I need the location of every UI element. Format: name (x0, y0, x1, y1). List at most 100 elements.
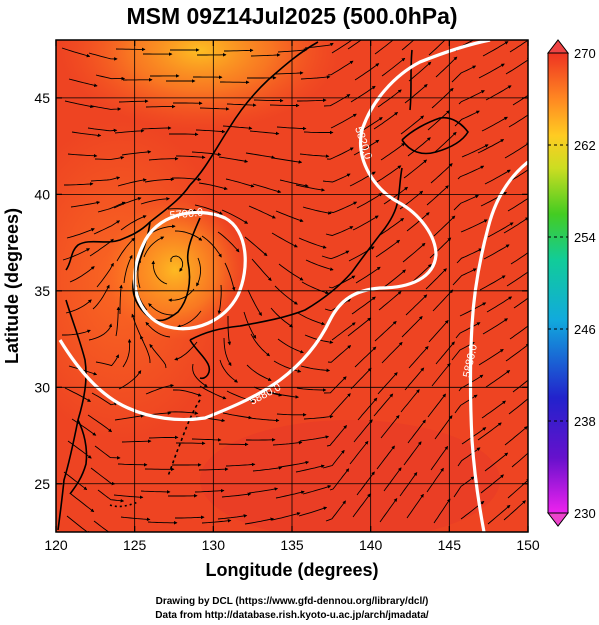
streamline (120, 215, 147, 231)
streamline (504, 426, 528, 446)
x-tick-label: 145 (438, 537, 462, 553)
streamline (512, 94, 528, 106)
streamline (376, 445, 395, 470)
x-axis: 120 125 130 135 140 145 150 (44, 40, 540, 553)
y-axis-label: Latitude (degrees) (2, 208, 22, 364)
coast-hokkaido (401, 116, 469, 155)
streamline (351, 296, 376, 315)
streamline (192, 363, 208, 388)
streamline (404, 84, 428, 104)
streamline (379, 498, 398, 523)
streamline (93, 520, 110, 532)
streamline (91, 392, 118, 406)
streamline (408, 61, 432, 82)
streamline (65, 299, 92, 314)
streamline (88, 323, 113, 341)
streamline (298, 237, 327, 249)
colorbar-tick-label: 262 (574, 138, 596, 153)
colorbar-ticks: 230 238 246 254 262 270 (548, 46, 596, 521)
streamline (115, 306, 121, 337)
streamline (243, 311, 257, 339)
streamline (296, 387, 327, 392)
streamline (113, 197, 142, 209)
streamline (170, 255, 184, 272)
streamline (429, 237, 452, 259)
streamline (374, 321, 397, 342)
streamline (145, 321, 171, 338)
streamline (510, 252, 528, 265)
streamline (279, 179, 309, 188)
streamline (140, 335, 151, 364)
streamline (276, 412, 307, 417)
streamline (300, 75, 331, 80)
streamline (271, 512, 301, 521)
coast-japan-honshu (189, 167, 403, 341)
streamline (121, 439, 152, 443)
x-tick-label: 120 (44, 537, 68, 553)
streamline (92, 284, 110, 310)
streamline (246, 364, 272, 381)
streamline (175, 515, 205, 520)
streamline (249, 417, 280, 423)
streamline (251, 258, 272, 282)
coast-russia (189, 41, 319, 186)
streamline (326, 425, 347, 447)
streamline (331, 322, 356, 341)
streamline (245, 152, 276, 159)
streamline (401, 315, 423, 338)
streamline (486, 296, 513, 313)
streamline (348, 246, 375, 262)
streamline (426, 185, 449, 206)
streamline (199, 385, 227, 400)
colorbar-scale (547, 52, 569, 514)
streamline (194, 204, 223, 215)
streamline (323, 94, 351, 107)
y-tick-label: 30 (34, 379, 50, 395)
streamline (199, 107, 230, 111)
plot-area: 5700.0 5820.0 5880.0 5880.0 (56, 40, 528, 532)
streamline (62, 329, 91, 336)
streamline (453, 476, 475, 498)
streamline (95, 74, 126, 81)
streamline (223, 337, 232, 367)
credit-data: Data from http://database.rish.kyoto-u.a… (155, 610, 429, 621)
streamline (121, 150, 152, 156)
streamline (302, 206, 332, 215)
streamline (477, 422, 502, 441)
streamline (408, 345, 429, 369)
streamline (431, 363, 451, 387)
coast-taiwan (69, 419, 88, 495)
streamline (353, 139, 380, 156)
streamline (196, 257, 202, 287)
colorbar-tick-label: 270 (574, 46, 596, 61)
streamline (118, 99, 149, 103)
streamline (327, 345, 352, 363)
streamline (407, 137, 431, 157)
streamline (147, 521, 178, 525)
streamline (506, 269, 528, 287)
streamline (224, 48, 254, 53)
x-tick-label: 150 (516, 537, 540, 553)
streamline (145, 383, 175, 395)
streamline (461, 427, 487, 445)
streamline (248, 487, 279, 494)
streamline (271, 232, 298, 248)
colorbar-tick-label: 246 (574, 322, 596, 337)
contour-label-5700: 5700.0 (169, 207, 204, 222)
streamline (350, 85, 376, 103)
streamline (403, 159, 428, 179)
streamline (381, 57, 406, 77)
coast-japan-kyushu (189, 339, 211, 380)
streamline (451, 65, 477, 83)
streamline (347, 40, 362, 50)
streamline (172, 389, 202, 397)
streamline (487, 504, 511, 525)
streamline (221, 492, 252, 498)
streamline (194, 488, 225, 493)
streamline (322, 449, 345, 469)
streamline (252, 183, 282, 194)
streamline (252, 466, 283, 472)
streamline (406, 212, 430, 232)
streamline (219, 359, 238, 383)
streamline (63, 471, 88, 491)
